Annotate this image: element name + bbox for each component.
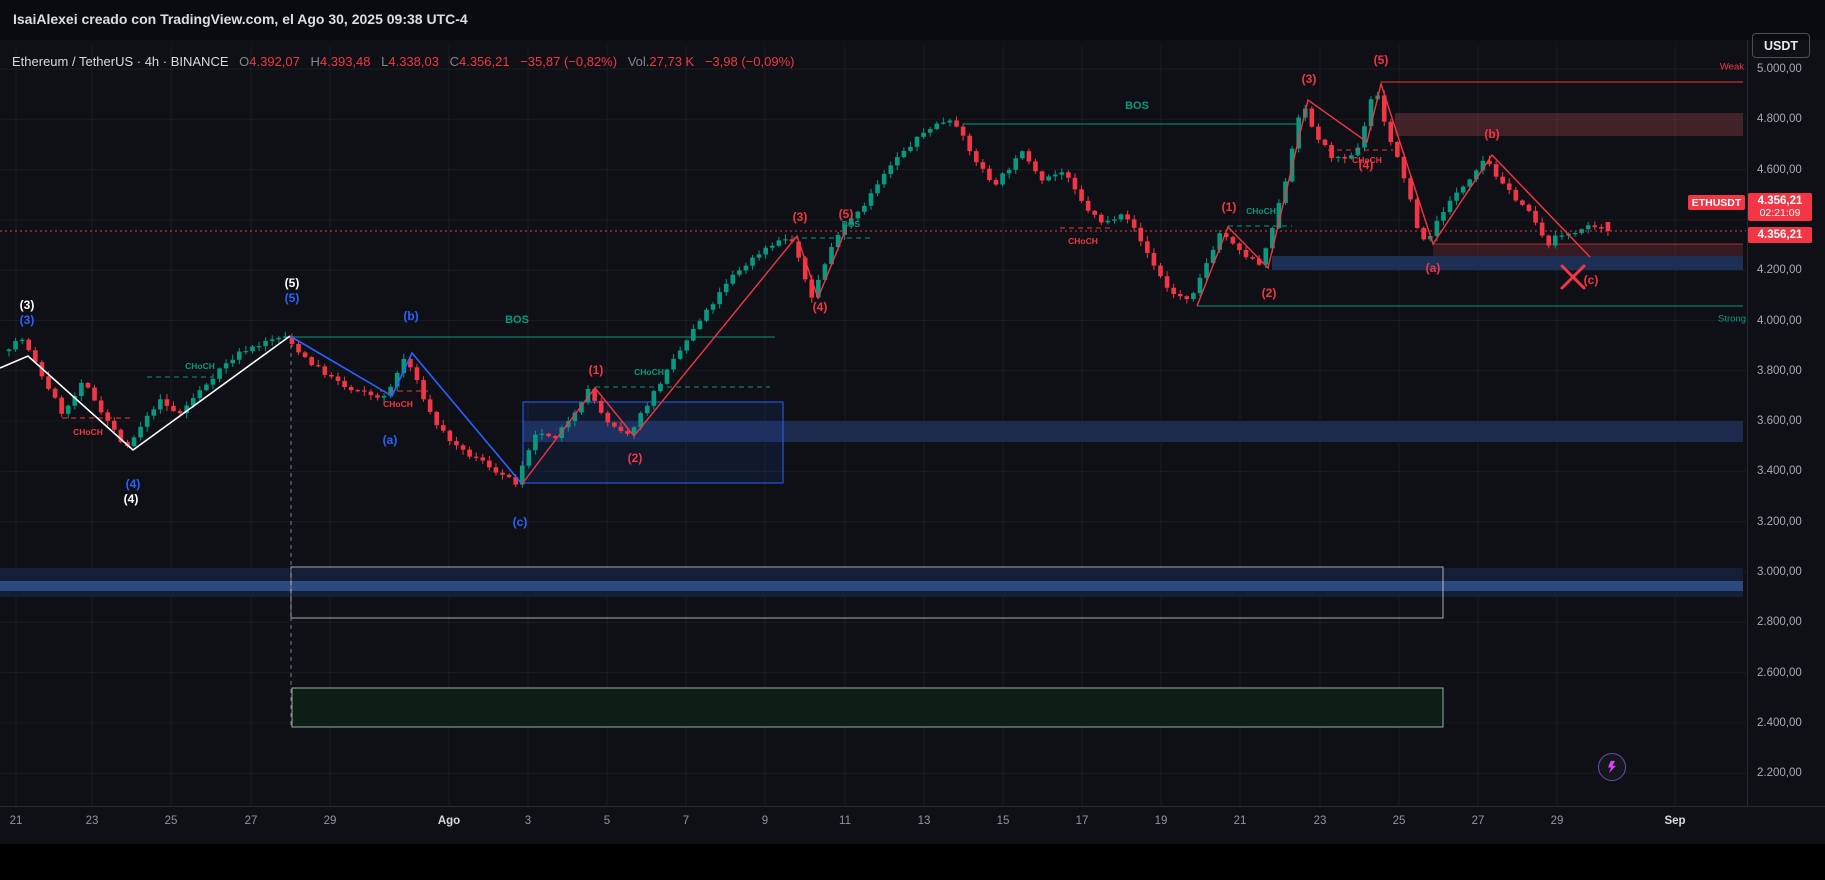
time-tick-label: 7 [682,815,690,827]
price-tick-label: 3.400,00 [1757,465,1802,478]
lightning-icon [1608,760,1616,774]
time-tick-label: 27 [1471,815,1485,827]
symbol-title: Ethereum / TetherUS · 4h · BINANCE [12,54,229,69]
change-value: −35,87 (−0,82%) [520,54,618,69]
price-tick-label: 3.200,00 [1757,515,1802,528]
price-tick-label: 4.200,00 [1757,264,1802,277]
time-tick-label: 15 [996,815,1010,827]
low-label: L [381,54,389,69]
time-tick-label: 3 [524,815,532,827]
quick-trade-button[interactable] [1598,753,1626,781]
close-value: 4.356,21 [458,54,510,69]
high-value: 4.393,48 [319,54,371,69]
price-tick-label: 4.800,00 [1757,113,1802,126]
time-tick-label: 23 [85,815,99,827]
last-price-tag: 4.356,21 02:21:09 [1748,193,1812,221]
volume-change-value: −3,98 (−0,09%) [704,54,795,69]
time-tick-label: 23 [1313,815,1327,827]
time-tick-label: 5 [603,815,611,827]
time-tick-label: 21 [1233,815,1247,827]
price-tick-label: 4.600,00 [1757,163,1802,176]
time-tick-label: Ago [437,815,461,827]
symbol-price-badge: ETHUSDT [1688,195,1745,210]
symbol-legend: Ethereum / TetherUS · 4h · BINANCE O4.39… [12,54,794,69]
high-label: H [310,54,320,69]
price-tick-label: 2.200,00 [1757,767,1802,780]
price-tick-label: 3.600,00 [1757,415,1802,428]
price-tick-label: 2.600,00 [1757,666,1802,679]
time-axis[interactable]: 21 23 25 27 29 Ago 3 5 7 9 11 13 15 17 19 21 23 25 27 29 Sep [0,806,1825,845]
open-label: O [239,54,250,69]
time-tick-label: 19 [1154,815,1168,827]
price-tick-label: 4.000,00 [1757,314,1802,327]
price-tick-label: 2.400,00 [1757,716,1802,729]
price-line-tag: 4.356,21 [1748,227,1812,243]
time-tick-label: 21 [9,815,23,827]
open-value: 4.392,07 [249,54,300,69]
volume-value: 27,73 K [649,54,695,69]
time-tick-label: 29 [323,815,337,827]
time-tick-label: 27 [244,815,258,827]
time-tick-label: Sep [1664,815,1686,827]
time-tick-label: 11 [839,815,851,827]
currency-toggle-button[interactable]: USDT [1752,33,1810,58]
time-tick-label: 25 [164,815,178,827]
last-price-value: 4.356,21 [1757,195,1803,207]
time-tick-label: 25 [1392,815,1406,827]
time-tick-label: 9 [761,815,769,827]
footer-strip: TradingView [0,844,1825,880]
attribution-bar: IsaiAlexei creado con TradingView.com, e… [0,0,1825,41]
candle-countdown: 02:21:09 [1759,207,1801,219]
price-tick-label: 2.800,00 [1757,616,1802,629]
close-label: C [449,54,459,69]
time-tick-label: 13 [917,815,931,827]
low-value: 4.338,03 [388,54,439,69]
price-axis[interactable]: 5.000,00 4.800,00 4.600,00 4.200,00 4.000,00… [1747,40,1825,806]
price-tick-label: 3.000,00 [1757,566,1802,578]
time-tick-label: 29 [1550,815,1564,827]
attribution-text: IsaiAlexei creado con TradingView.com, e… [13,11,468,27]
chart-plot-area[interactable] [0,40,1746,806]
volume-label: Vol. [627,54,650,69]
price-tick-label: 5.000,00 [1757,63,1802,75]
price-tick-label: 3.800,00 [1757,364,1802,377]
time-tick-label: 17 [1075,815,1089,827]
